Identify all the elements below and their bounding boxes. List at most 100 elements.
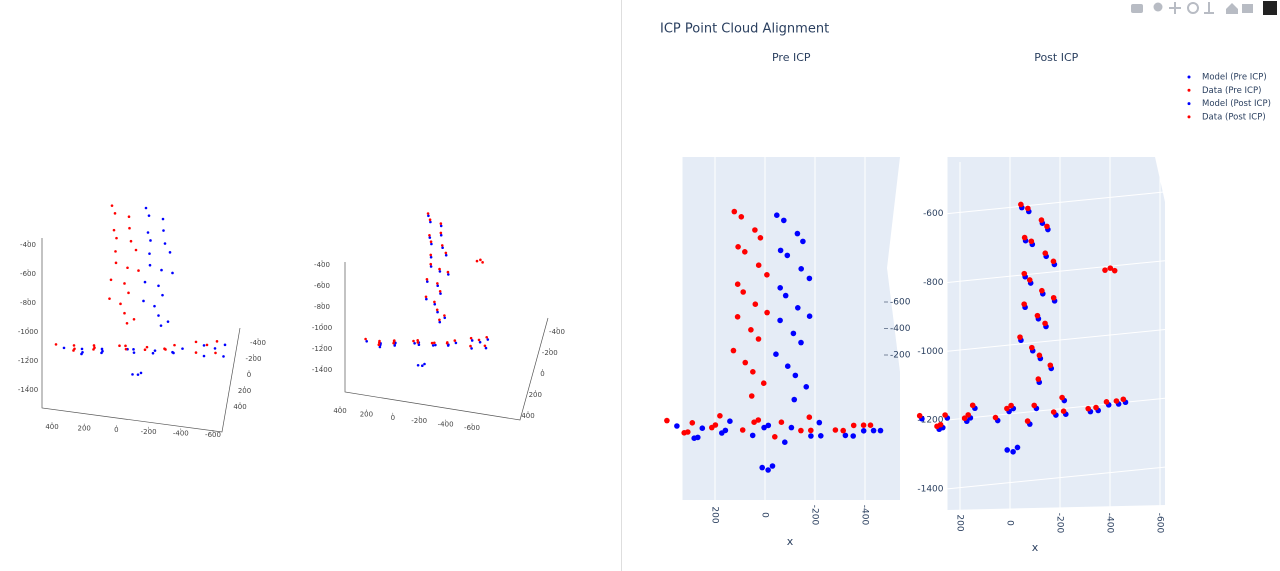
point — [433, 302, 437, 306]
point — [1085, 405, 1091, 412]
point — [215, 340, 219, 343]
point — [478, 340, 482, 344]
point — [1038, 217, 1045, 223]
point — [168, 251, 172, 254]
x-tick-label: -600 — [464, 424, 480, 432]
point — [784, 252, 791, 259]
point — [470, 347, 473, 350]
point — [147, 214, 151, 217]
point — [808, 427, 814, 434]
point — [479, 258, 482, 262]
x-tick-label: -200 — [141, 428, 157, 436]
point — [428, 236, 432, 239]
point — [213, 347, 217, 350]
legend-item[interactable]: Data (Pre ICP) — [1187, 86, 1262, 96]
z-tick-label: -1200 — [18, 357, 38, 365]
point — [112, 228, 116, 232]
home-icon[interactable] — [1226, 3, 1238, 14]
point — [1004, 447, 1010, 453]
y-tick-label: 400 — [233, 403, 246, 411]
reset-icon[interactable] — [1242, 4, 1253, 13]
point — [157, 284, 160, 288]
legend-item[interactable]: Model (Pre ICP) — [1187, 73, 1267, 83]
point — [1018, 201, 1024, 208]
point — [149, 239, 152, 242]
y-tick-label: 200 — [238, 387, 251, 395]
point — [1004, 405, 1010, 412]
point — [110, 204, 114, 207]
point — [1050, 258, 1057, 265]
point-cloud — [664, 208, 874, 440]
orbit-icon[interactable] — [1187, 2, 1199, 14]
z-tick-label: -800 — [314, 303, 330, 311]
turntable-icon[interactable] — [1204, 2, 1214, 14]
point — [759, 464, 765, 471]
point — [153, 304, 156, 308]
plotly-logo[interactable] — [1263, 1, 1277, 15]
point — [443, 316, 447, 320]
point — [439, 292, 442, 295]
point — [777, 317, 783, 324]
modebar[interactable] — [1131, 1, 1277, 15]
z-tick-label: -1000 — [312, 324, 332, 332]
point — [1021, 234, 1028, 241]
panel: 400 200 0 -200 -400 -600 -400 -200 0 200 400 -400 -6… — [18, 204, 266, 439]
point — [426, 280, 429, 283]
legend-marker[interactable] — [1187, 102, 1191, 106]
point — [92, 348, 95, 351]
point — [54, 343, 58, 346]
scene-pane — [947, 157, 1165, 510]
x-tick-label: -200 — [1055, 513, 1065, 534]
point — [439, 233, 443, 237]
legend-marker[interactable] — [1187, 75, 1191, 79]
point — [777, 247, 784, 254]
point — [860, 428, 867, 434]
point — [222, 355, 225, 358]
point — [483, 344, 487, 348]
point — [777, 285, 783, 291]
legend-marker[interactable] — [1187, 88, 1191, 92]
point — [1050, 409, 1057, 415]
point — [755, 262, 762, 269]
legend-label[interactable]: Model (Pre ICP) — [1202, 73, 1267, 83]
point — [748, 327, 754, 333]
point — [194, 340, 198, 344]
grid-line — [947, 397, 1166, 421]
legend-item[interactable]: Data (Post ICP) — [1187, 112, 1266, 122]
legend-marker[interactable] — [1187, 115, 1191, 119]
point — [755, 417, 762, 423]
camera-icon[interactable] — [1131, 4, 1143, 13]
point — [1024, 418, 1031, 424]
point — [144, 206, 148, 210]
point — [123, 311, 126, 315]
point — [717, 413, 723, 419]
x-tick-label: 200 — [78, 425, 91, 433]
point — [377, 343, 381, 347]
point — [416, 363, 420, 367]
point — [153, 349, 157, 352]
legend-label[interactable]: Data (Post ICP) — [1202, 112, 1266, 122]
x-tick-label: 0 — [1005, 520, 1015, 526]
x-tick-label: 0 — [760, 512, 770, 518]
legend-label[interactable]: Data (Pre ICP) — [1202, 86, 1261, 96]
point — [113, 212, 117, 215]
point — [142, 299, 145, 303]
legend-label[interactable]: Model (Post ICP) — [1202, 99, 1271, 109]
point — [961, 415, 968, 422]
point — [129, 239, 133, 243]
zoom-icon[interactable] — [1153, 2, 1163, 12]
pan-icon[interactable] — [1169, 2, 1181, 14]
point — [778, 419, 785, 426]
point — [739, 427, 746, 433]
point — [674, 423, 680, 429]
point — [126, 266, 129, 270]
point — [100, 347, 104, 351]
point — [161, 293, 164, 297]
legend-item[interactable]: Model (Post ICP) — [1187, 99, 1271, 109]
point — [453, 339, 457, 342]
point — [969, 402, 976, 409]
x-tick-label: -400 — [860, 505, 870, 526]
point — [1050, 294, 1057, 301]
point — [794, 230, 801, 237]
figure-title: ICP Point Cloud Alignment — [660, 22, 829, 37]
